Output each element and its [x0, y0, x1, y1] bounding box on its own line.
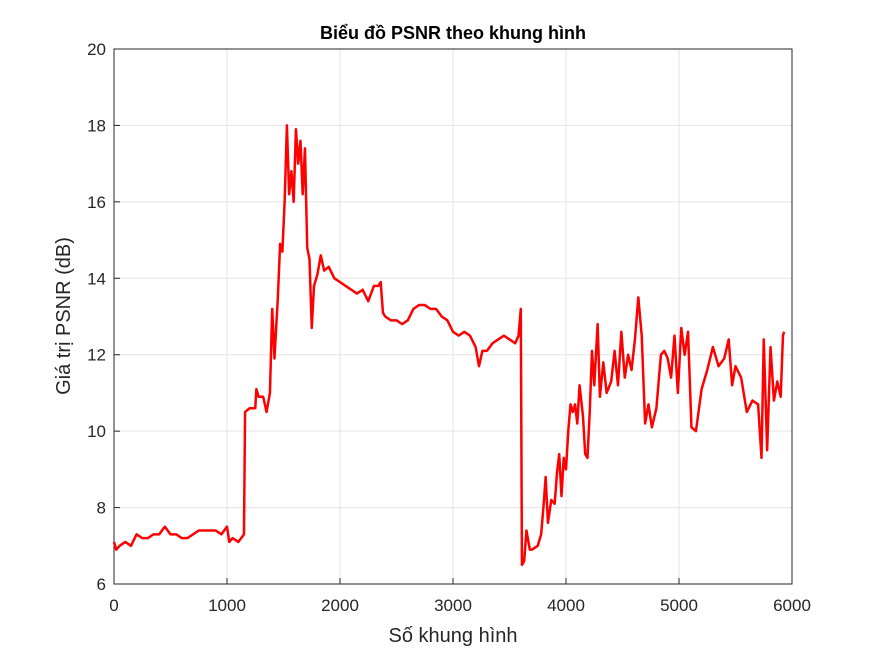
x-tick-label: 2000	[321, 596, 359, 615]
data-line	[112, 124, 786, 567]
x-tick-label: 4000	[547, 596, 585, 615]
chart-title: Biểu đồ PSNR theo khung hình	[320, 23, 586, 43]
y-tick-label: 12	[87, 346, 106, 365]
y-tick-label: 20	[87, 40, 106, 59]
y-tick-label: 8	[97, 499, 106, 518]
x-tick-label: 5000	[660, 596, 698, 615]
y-tick-label: 10	[87, 422, 106, 441]
y-tick-label: 14	[87, 269, 106, 288]
y-tick-label: 16	[87, 193, 106, 212]
y-tick-label: 18	[87, 116, 106, 135]
x-tick-label: 0	[109, 596, 118, 615]
y-tick-label: 6	[97, 575, 106, 594]
y-axis-label: Giá trị PSNR (dB)	[53, 237, 75, 395]
x-tick-label: 3000	[434, 596, 472, 615]
axes-box	[113, 48, 793, 585]
x-axis-label: Số khung hình	[389, 625, 518, 647]
x-tick-label: 6000	[773, 596, 811, 615]
x-tick-label: 1000	[208, 596, 246, 615]
